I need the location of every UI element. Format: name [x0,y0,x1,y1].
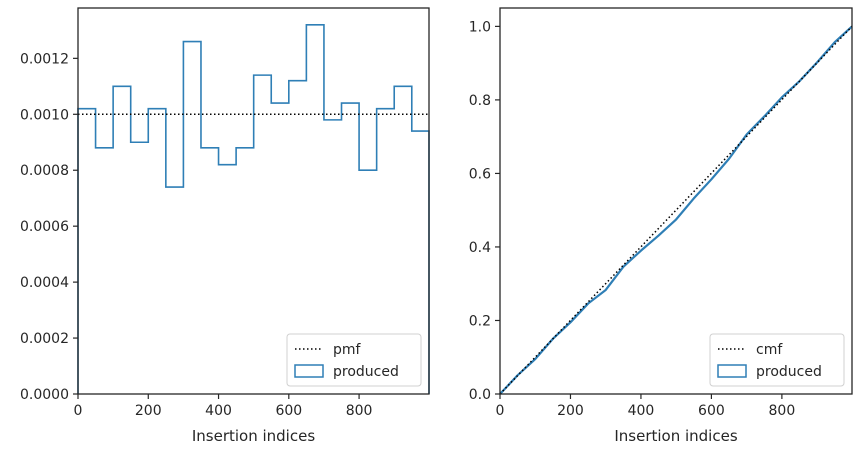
produced-histogram-step [77,23,430,394]
y-tick-label: 0.0002 [20,331,69,347]
x-tick-label: 200 [557,403,584,419]
y-tick-label: 0.0008 [20,163,69,179]
y-tick-label: 0.0012 [20,51,69,67]
legend-label: produced [756,364,822,380]
legend-label: produced [333,364,399,380]
x-tick-label: 800 [769,403,796,419]
y-tick-label: 0.6 [469,166,491,182]
x-tick-label: 600 [698,403,725,419]
x-axis-label: Insertion indices [614,427,737,445]
x-axis-label: Insertion indices [192,427,315,445]
y-tick-label: 0.2 [469,313,491,329]
legend-produced-swatch [717,364,747,378]
y-tick-label: 0.8 [469,93,491,109]
axes-frame [77,7,430,395]
y-tick-label: 0.0004 [20,275,69,291]
x-tick-label: 200 [135,403,162,419]
cmf-reference-line [499,25,853,395]
legend-box [286,333,422,387]
legend-produced-swatch [294,364,324,378]
x-tick-label: 400 [628,403,655,419]
y-tick-label: 1.0 [469,19,491,35]
legend-label: pmf [333,342,362,358]
x-tick-label: 0 [74,403,83,419]
y-tick-label: 0.0006 [20,219,69,235]
y-tick-label: 0.0000 [20,387,69,403]
x-tick-label: 400 [205,403,232,419]
x-tick-label: 600 [275,403,302,419]
axes-frame [499,7,853,395]
legend-label: cmf [756,342,783,358]
x-tick-label: 800 [346,403,373,419]
y-tick-label: 0.0010 [20,107,69,123]
legend-box [709,333,845,387]
cmf-line-panel: 0 200 400 600 800 0.0 0.2 0.4 0.6 0.8 1.0 Insertion… [469,7,853,445]
x-tick-label: 0 [496,403,505,419]
y-tick-label: 0.4 [469,240,491,256]
y-tick-label: 0.0 [469,387,491,403]
pmf-histogram-panel: 0 200 400 600 800 0.0000 0.0002 0.0004 0.0006 0.0… [20,7,430,445]
